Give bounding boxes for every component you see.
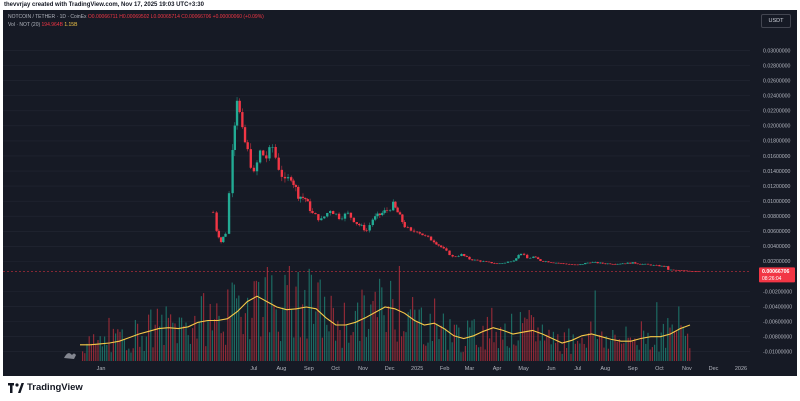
attribution-bar: thevvrjay created with TradingView.com, … [0, 0, 800, 10]
tradingview-logo-icon [8, 382, 24, 393]
legend-symbol-row: NOTCOIN / TETHER · 1D · CoinEx O0.000667… [8, 13, 264, 21]
chart-legend: NOTCOIN / TETHER · 1D · CoinEx O0.000667… [8, 13, 264, 29]
legend-volume-label[interactable]: Vol · NOT (20) [8, 22, 41, 28]
attribution-text: thevvrjay created with TradingView.com, … [4, 2, 204, 8]
footer [0, 376, 800, 401]
legend-volume-ma: 1.15B [64, 22, 78, 28]
tradingview-logo-text: TradingView [27, 382, 83, 393]
chart-area[interactable] [3, 10, 797, 376]
tradingview-logo[interactable]: TradingView [8, 382, 83, 393]
currency-button[interactable]: USDT [761, 14, 791, 28]
legend-symbol[interactable]: NOTCOIN / TETHER · 1D · CoinEx [8, 14, 87, 20]
legend-volume-row: Vol · NOT (20) 194.964B 1.15B [8, 21, 264, 29]
legend-volume-value: 194.964B [41, 22, 63, 28]
legend-ohlc: O0.00066711 H0.00069502 L0.00065714 C0.0… [87, 14, 264, 20]
